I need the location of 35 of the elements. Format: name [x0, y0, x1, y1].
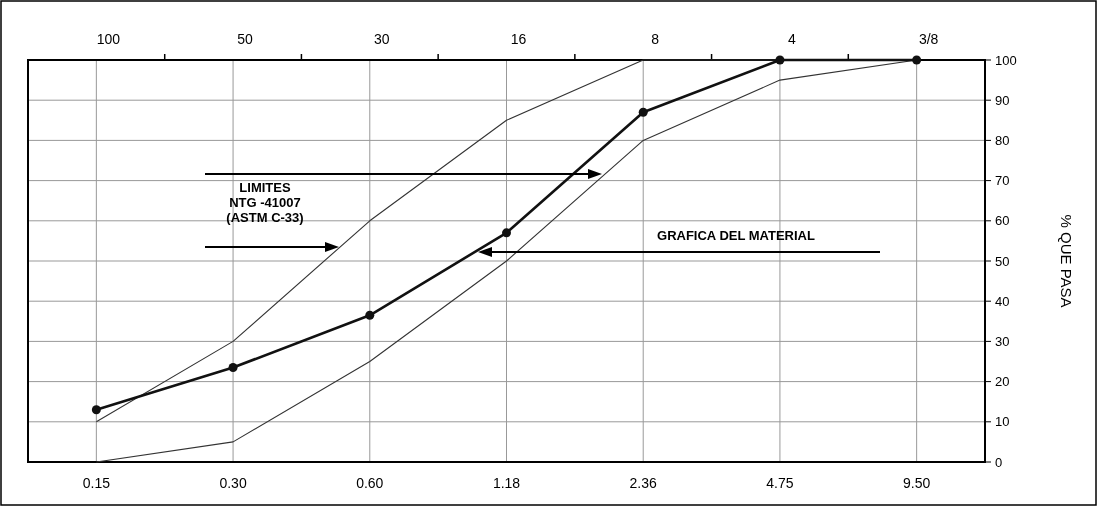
text: 30	[374, 31, 390, 47]
x-tick-label: 2.36	[629, 475, 658, 491]
point	[228, 363, 238, 373]
annotation: LIMITES NTG -41007 (ASTM C-33)	[226, 180, 304, 225]
text: 8	[651, 31, 660, 47]
y-tick-label: 10	[995, 414, 1010, 430]
text: 3/8	[918, 31, 939, 47]
x-tick-label: 0.15	[82, 475, 111, 491]
x-tick-label: 0.30	[219, 475, 247, 491]
y-tick-label: 30	[995, 333, 1010, 349]
x-tick-label: 9.50	[903, 475, 931, 491]
y-tick-label: 20	[995, 374, 1010, 390]
text: 50	[237, 31, 254, 47]
point	[775, 55, 785, 65]
annotation: GRAFICA DEL MATERIAL	[657, 228, 816, 243]
x-tick-label: 1.18	[492, 475, 521, 491]
y-tick-label: 0	[995, 454, 1003, 470]
y-tick-label: 90	[995, 92, 1010, 108]
text: 100	[96, 31, 121, 47]
x-tick-label: 4.75	[766, 475, 794, 491]
y-tick-label: 50	[995, 253, 1010, 269]
y-axis-title: % QUE PASA	[1058, 214, 1075, 308]
point	[912, 55, 922, 65]
y-tick-label: 60	[995, 213, 1010, 229]
y-tick-label: 100	[995, 52, 1017, 68]
point	[502, 228, 511, 238]
y-tick-label: 80	[995, 132, 1010, 148]
point	[638, 107, 648, 117]
y-tick-label: 40	[995, 293, 1010, 309]
y-tick-label: 70	[995, 173, 1010, 189]
text: 16	[510, 31, 527, 47]
text: 4	[788, 31, 797, 47]
point	[365, 310, 375, 320]
point	[91, 405, 101, 415]
x-tick-label: 0.60	[356, 475, 384, 491]
